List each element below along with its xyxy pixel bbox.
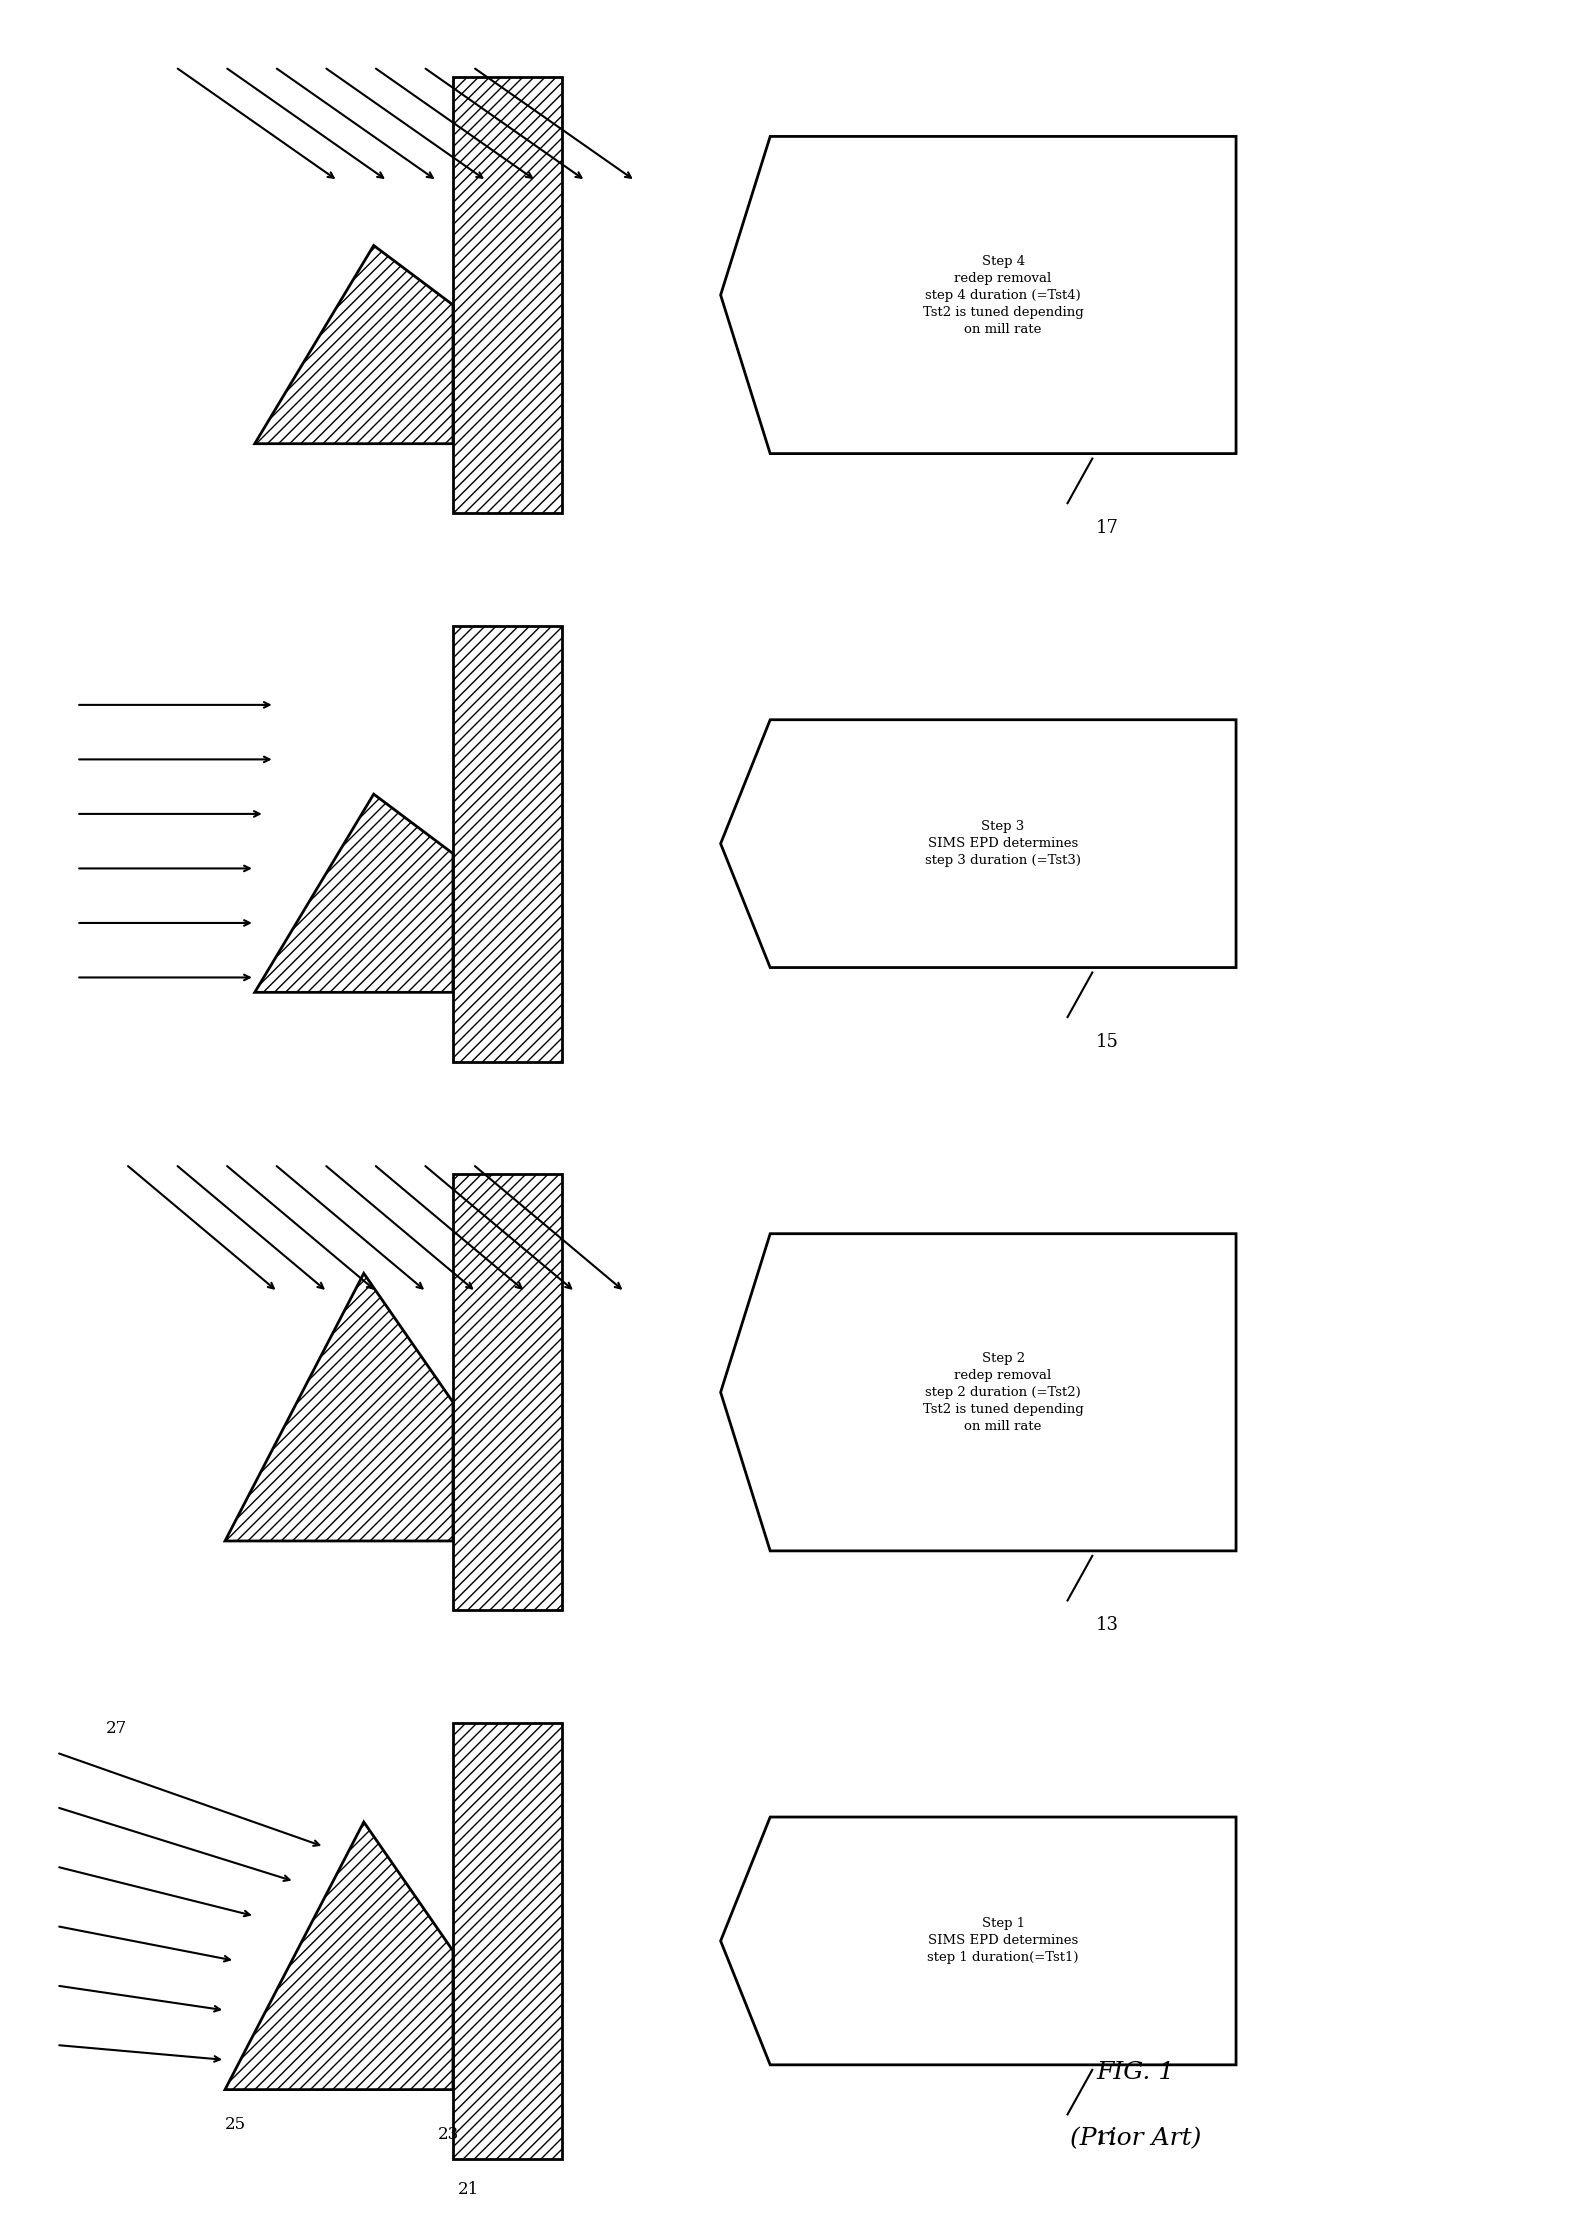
Text: 27: 27 [106,1720,128,1736]
Text: 21: 21 [458,2181,479,2199]
Text: Step 1
SIMS EPD determines
step 1 duration(=Tst1): Step 1 SIMS EPD determines step 1 durati… [928,1917,1078,1964]
Polygon shape [721,1233,1236,1550]
Polygon shape [255,246,454,443]
Text: 25: 25 [225,2117,247,2134]
Text: 13: 13 [1096,1616,1119,1634]
Text: 15: 15 [1096,1034,1119,1052]
Bar [454,627,561,1063]
Bar [454,1722,561,2159]
Bar [454,1173,561,1610]
Polygon shape [721,137,1236,454]
Text: 23: 23 [438,2125,460,2143]
Text: Step 4
redep removal
step 4 duration (=Tst4)
Tst2 is tuned depending
on mill rat: Step 4 redep removal step 4 duration (=T… [923,255,1083,337]
Polygon shape [225,1822,454,2090]
Text: 11: 11 [1096,2130,1119,2148]
Polygon shape [225,1273,454,1541]
Polygon shape [255,795,454,992]
Text: Step 3
SIMS EPD determines
step 3 duration (=Tst3): Step 3 SIMS EPD determines step 3 durati… [925,819,1081,868]
Bar [454,1173,561,1610]
Polygon shape [721,1818,1236,2066]
Text: 17: 17 [1096,518,1119,538]
Bar [454,77,561,514]
Text: FIG. 1: FIG. 1 [1096,2061,1175,2083]
Polygon shape [721,720,1236,968]
Text: Step 2
redep removal
step 2 duration (=Tst2)
Tst2 is tuned depending
on mill rat: Step 2 redep removal step 2 duration (=T… [923,1353,1083,1432]
Text: (Prior Art): (Prior Art) [1070,2128,1202,2150]
Bar [454,1722,561,2159]
Bar [454,77,561,514]
Bar [454,627,561,1063]
